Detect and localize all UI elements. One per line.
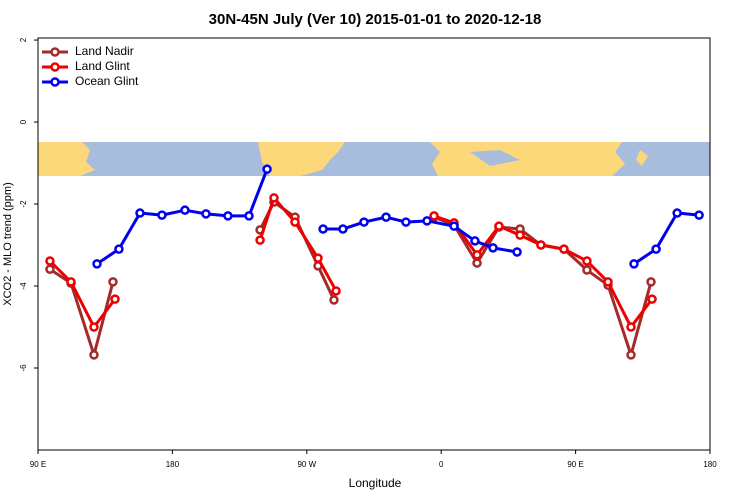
data-point <box>401 217 411 227</box>
data-point <box>45 256 55 266</box>
data-point <box>269 193 279 203</box>
data-point <box>381 212 391 222</box>
data-point <box>108 277 118 287</box>
data-point <box>89 350 99 360</box>
y-tick-label: -6 <box>19 364 28 372</box>
data-point <box>110 294 120 304</box>
data-point <box>603 277 613 287</box>
data-point <box>244 211 254 221</box>
data-point <box>512 247 522 257</box>
data-point <box>646 277 656 287</box>
legend-marker <box>50 47 60 57</box>
data-point <box>449 221 459 231</box>
data-point <box>359 217 369 227</box>
data-point <box>672 208 682 218</box>
data-point <box>89 322 99 332</box>
data-point <box>559 244 569 254</box>
y-tick-label: 0 <box>19 119 28 124</box>
y-tick-label: 2 <box>19 37 28 42</box>
x-tick-label: 180 <box>703 460 717 469</box>
legend-label: Ocean Glint <box>75 74 139 88</box>
data-point <box>329 295 339 305</box>
x-tick-label: 90 W <box>297 460 316 469</box>
data-point <box>255 235 265 245</box>
y-tick-label: -2 <box>19 200 28 208</box>
chart-title: 30N-45N July (Ver 10) 2015-01-01 to 2020… <box>209 11 542 28</box>
data-point <box>45 264 55 274</box>
data-point <box>694 210 704 220</box>
data-point <box>66 277 76 287</box>
data-point <box>422 216 432 226</box>
legend-label: Land Glint <box>75 59 130 73</box>
data-point <box>515 230 525 240</box>
data-point <box>472 258 482 268</box>
legend-marker <box>50 62 60 72</box>
x-tick-label: 90 E <box>567 460 583 469</box>
data-point <box>647 294 657 304</box>
series-line <box>49 200 653 357</box>
data-point <box>180 205 190 215</box>
data-point <box>290 217 300 227</box>
plot-frame <box>37 37 711 451</box>
y-axis-label: XCO2 - MLO trend (ppm) <box>2 182 14 305</box>
legend-label: Land Nadir <box>75 44 134 58</box>
data-point <box>536 240 546 250</box>
data-point <box>582 265 592 275</box>
x-tick-label: 0 <box>439 460 444 469</box>
data-point <box>626 350 636 360</box>
data-point <box>338 224 348 234</box>
x-axis-label: Longitude <box>349 476 402 490</box>
data-point <box>223 211 233 221</box>
x-tick-label: 180 <box>166 460 180 469</box>
data-point <box>262 164 272 174</box>
data-point <box>626 322 636 332</box>
data-point <box>92 259 102 269</box>
data-point <box>201 209 211 219</box>
data-point <box>470 236 480 246</box>
data-point <box>135 208 145 218</box>
x-tick-label: 90 E <box>30 460 46 469</box>
data-point <box>114 244 124 254</box>
y-tick-label: -4 <box>19 282 28 290</box>
data-point <box>488 243 498 253</box>
data-point <box>318 224 328 234</box>
data-point <box>157 210 167 220</box>
legend-marker <box>50 77 60 87</box>
data-point <box>472 250 482 260</box>
data-point <box>429 211 439 221</box>
data-point <box>313 253 323 263</box>
data-point <box>494 221 504 231</box>
data-point <box>629 259 639 269</box>
data-point <box>582 256 592 266</box>
data-point <box>331 286 341 296</box>
series-line <box>96 168 700 266</box>
data-point <box>651 244 661 254</box>
map-band <box>38 142 710 176</box>
